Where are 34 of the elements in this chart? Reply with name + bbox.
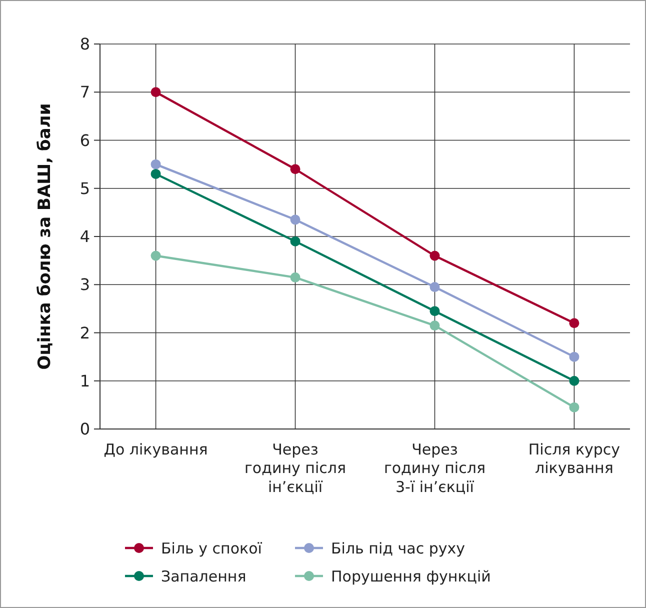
- point: [569, 376, 580, 386]
- y-tick-label: 5: [80, 178, 90, 198]
- legend-label: Порушення функцій: [331, 567, 491, 586]
- y-tick-label: 2: [80, 323, 90, 342]
- y-axis-title: Оцінка болю за ВАШ, бали: [35, 103, 55, 370]
- point: [290, 272, 300, 282]
- legend-label: Біль у спокої: [161, 539, 263, 558]
- point: [290, 236, 300, 246]
- y-tick-label: 6: [80, 130, 90, 150]
- y-tick-label: 3: [80, 275, 90, 294]
- y-tick-label: 7: [80, 82, 90, 102]
- point: [569, 352, 580, 362]
- point: [430, 320, 440, 331]
- point: [569, 318, 580, 328]
- x-tick-label: Через годину після 3-ї ін’єкції: [384, 440, 486, 496]
- point: [290, 214, 300, 225]
- point: [430, 282, 440, 292]
- point: [150, 168, 161, 179]
- y-tick-label: 4: [80, 227, 90, 246]
- point: [569, 402, 580, 412]
- x-tick-label: Після курсу лікування: [528, 440, 620, 477]
- point: [290, 164, 300, 174]
- legend-label: Запалення: [161, 567, 246, 586]
- y-tick-label: 0: [80, 420, 90, 439]
- point: [430, 250, 440, 261]
- point: [150, 87, 161, 98]
- x-tick-label: До лікування: [104, 440, 208, 458]
- y-tick-label: 1: [80, 371, 90, 390]
- point: [150, 250, 161, 261]
- y-tick-label: 8: [80, 34, 90, 54]
- point: [430, 306, 440, 316]
- legend-label: Біль під час руху: [331, 539, 466, 558]
- x-tick-label: Через годину після ін’єкції: [244, 440, 346, 496]
- point: [150, 159, 161, 170]
